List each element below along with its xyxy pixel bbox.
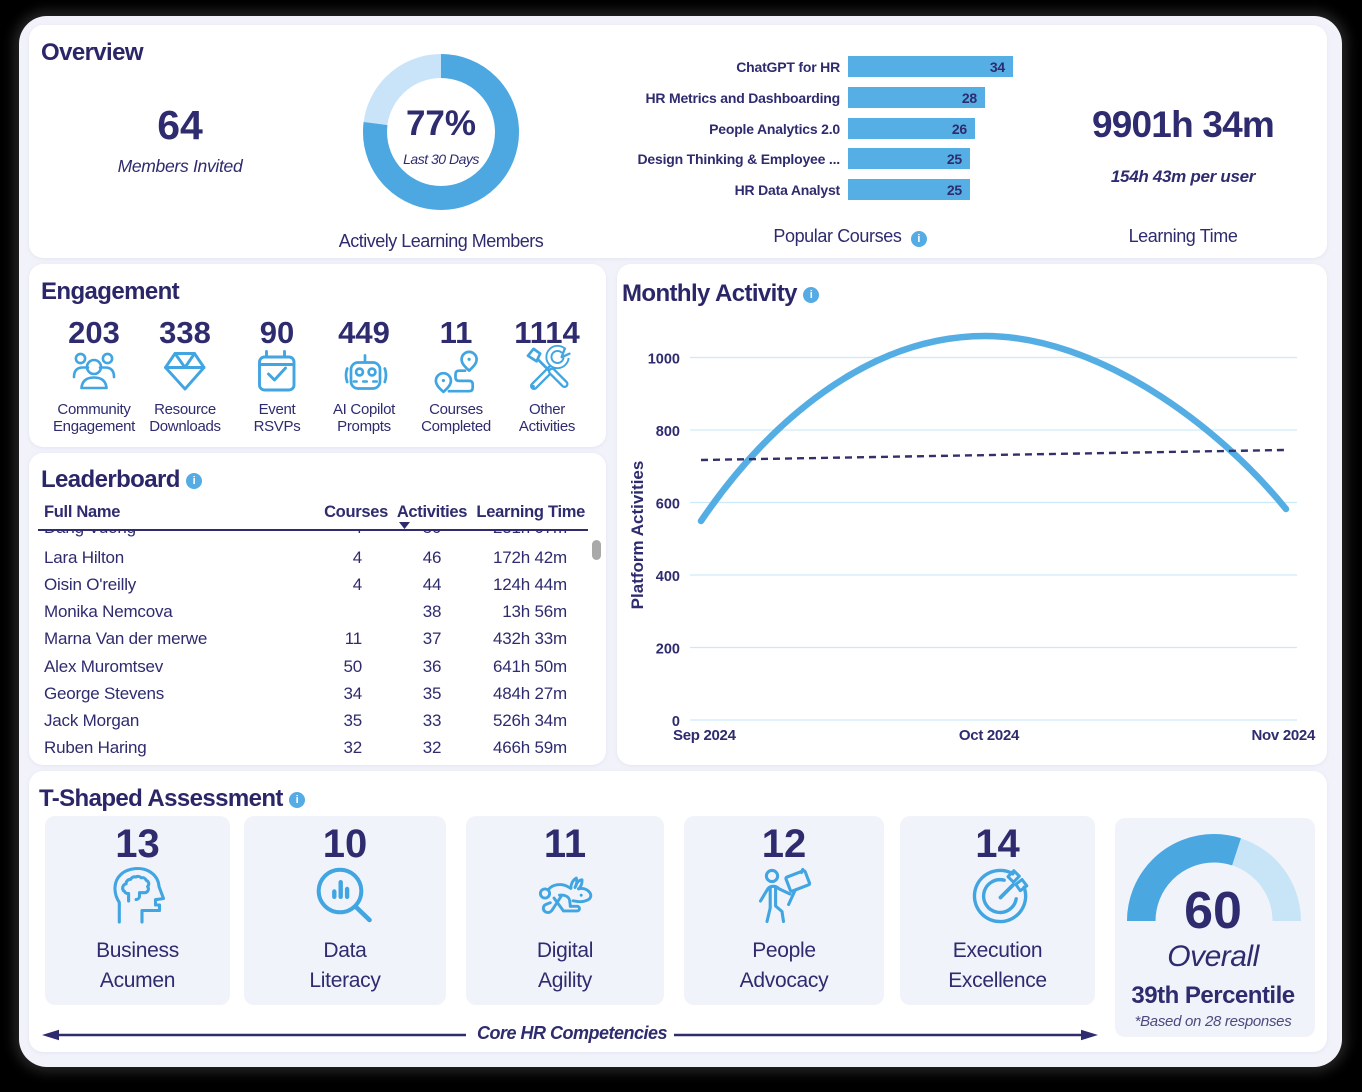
svg-text:400: 400 [656, 569, 680, 585]
svg-text:200: 200 [656, 642, 680, 658]
svg-text:0: 0 [672, 714, 680, 730]
svg-text:Platform Activities: Platform Activities [628, 461, 647, 610]
svg-text:Oct 2024: Oct 2024 [959, 727, 1020, 744]
svg-text:Sep 2024: Sep 2024 [673, 727, 737, 744]
svg-text:Nov 2024: Nov 2024 [1252, 727, 1316, 744]
svg-text:600: 600 [656, 497, 680, 513]
svg-text:800: 800 [656, 424, 680, 440]
svg-text:1000: 1000 [648, 352, 680, 368]
